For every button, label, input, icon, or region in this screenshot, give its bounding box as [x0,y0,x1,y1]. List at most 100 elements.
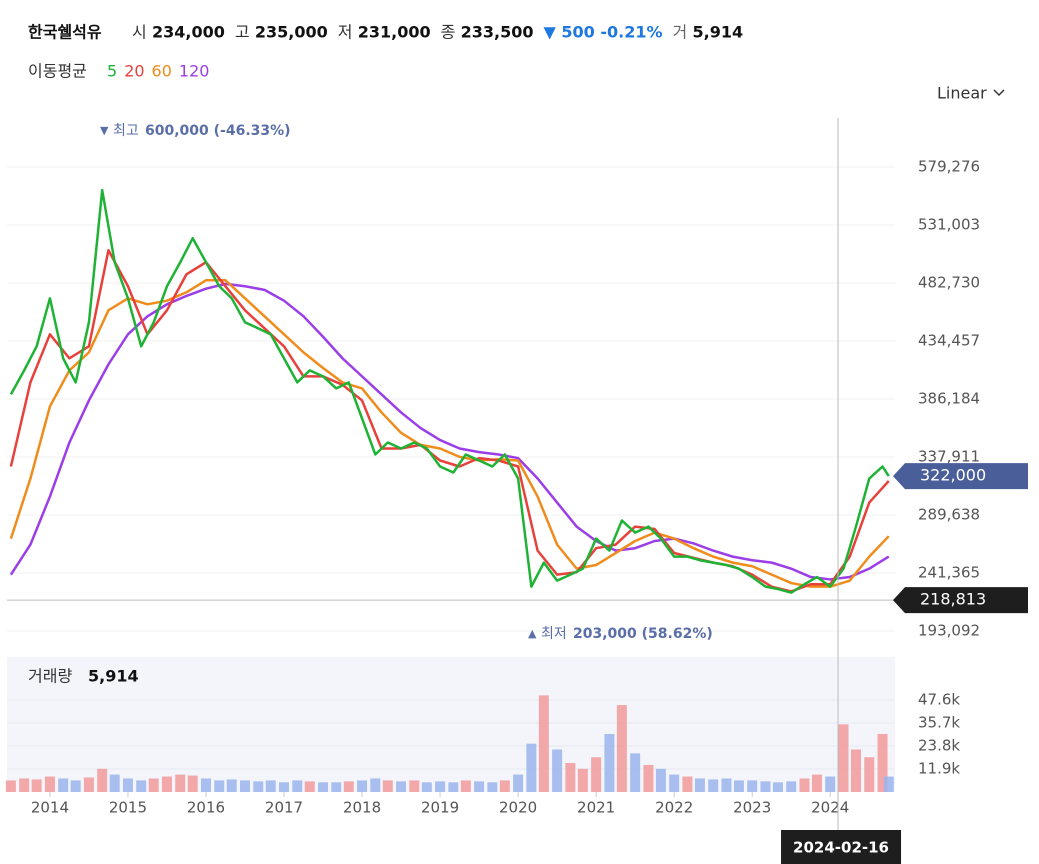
field-label: 종 [441,23,456,42]
volume-bar [799,778,810,792]
stock-name: 한국쉘석유 [28,23,102,42]
crosshair-date: 2024-02-16 [793,839,889,857]
volume-bar [175,774,186,792]
volume-bar [526,743,537,792]
volume-bar [304,781,315,792]
dropdown-arrow[interactable] [993,89,1005,97]
volume-bar [694,778,705,792]
x-tick-label: 2014 [31,799,69,817]
y-tick-label: 434,457 [918,332,980,350]
volume-bar [214,780,225,792]
volume-bar [877,734,888,792]
field-value: 234,000 [152,23,225,42]
y-tick-label: 193,092 [918,622,980,640]
x-tick-label: 2024 [811,799,849,817]
volume-bar [577,768,588,792]
x-tick-label: 2022 [655,799,693,817]
x-tick-label: 2020 [499,799,537,817]
volume-bar [370,778,381,792]
volume-bar [838,724,849,792]
field-label: 시 [132,23,147,42]
volume-bar [239,780,250,792]
x-tick-label: 2019 [421,799,459,817]
volume-bar [655,768,666,792]
volume-bar [604,734,615,792]
last-price-tag: 322,000 [920,466,986,485]
x-tick-label: 2021 [577,799,615,817]
volume-bar [552,749,563,792]
ma-line [9,282,890,581]
volume-bar [538,695,549,792]
scale-mode[interactable]: Linear [937,84,987,103]
y-tick-label: 241,365 [918,564,980,582]
volume-bar [630,753,641,792]
x-tick-label: 2018 [343,799,381,817]
volume-bar [669,774,680,792]
volume-bar [253,781,264,792]
y-tick-label: 386,184 [918,390,980,408]
volume-bar [883,776,894,792]
annotation-label: 최저 [541,626,567,642]
field-label: 저 [338,23,353,42]
volume-bar [682,776,693,792]
volume-bar [487,782,498,792]
annotation-marker: ▲ [528,627,537,640]
legend-entry: 20 [124,62,144,81]
volume-bar [721,778,732,792]
legend-entry: 120 [179,62,210,81]
volume-bar [97,768,108,792]
volume-bar [292,780,303,792]
volume-value: 5,914 [693,23,744,42]
volume-bar [226,779,237,792]
annotation-label: 최고 [113,123,139,139]
field-value: 233,500 [461,23,534,42]
ma-line [9,188,890,594]
volume-bar [331,782,342,792]
y-tick-label: 482,730 [918,274,980,292]
volume-bar [318,782,329,792]
volume-bar [83,777,94,792]
volume-bar [733,780,744,792]
volume-bar [643,764,654,792]
annotation-text: 600,000 (-46.33%) [145,123,291,139]
x-tick-label: 2023 [733,799,771,817]
volume-bar [499,780,510,792]
field-value: 231,000 [358,23,431,42]
y-tick-label: 579,276 [918,158,980,176]
volume-bar [565,763,576,792]
volume-bar [279,782,290,792]
volume-bar [772,782,783,792]
volume-bar [109,774,120,792]
volume-bar [122,778,133,792]
x-tick-label: 2016 [187,799,225,817]
volume-bar [786,781,797,792]
volume-bar [591,757,602,792]
ma-line [9,279,890,588]
price-change: ▼ 500 -0.21% [544,23,663,42]
volume-bar [382,780,393,792]
volume-bar [396,781,407,792]
y-tick-label: 289,638 [918,506,980,524]
volume-bar [850,749,861,792]
volume-bar [19,778,30,792]
volume-tick-label: 47.6k [918,691,960,709]
volume-bar [421,782,432,792]
volume-bar [200,778,211,792]
field-value: 235,000 [255,23,328,42]
ma-label: 이동평균 [28,62,87,81]
volume-bar [460,780,471,792]
volume-bar [513,774,524,792]
field-label: 고 [235,23,250,42]
volume-bar [161,776,172,792]
y-tick-label: 531,003 [918,216,980,234]
volume-label: 거 [673,23,688,42]
annotation-marker: ▼ [100,124,109,137]
volume-last: 5,914 [88,667,139,686]
volume-bar [825,776,836,792]
last-price-tag-bg [893,463,1028,490]
volume-title: 거래량 [28,667,72,686]
ma-line [9,248,890,593]
volume-bar [747,780,758,792]
volume-bar [474,781,485,792]
volume-bar [265,780,276,792]
